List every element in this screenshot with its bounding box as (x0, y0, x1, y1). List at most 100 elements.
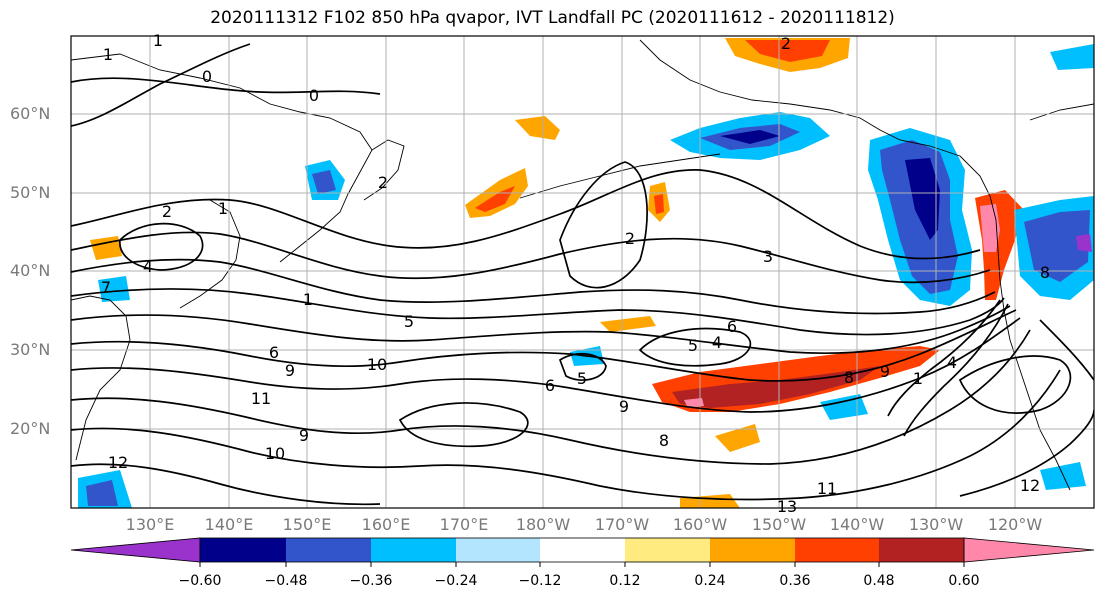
contour-4-jet (71, 258, 996, 315)
anomaly-patch-japan (98, 276, 130, 302)
colorbar-label: 0.36 (779, 573, 811, 589)
contour-coastal-jet-b (903, 303, 1009, 437)
contour-label: 5 (577, 369, 587, 388)
colorbar-swatch (540, 538, 625, 562)
colorbar (70, 537, 1095, 567)
colorbar-label: 0.12 (609, 573, 641, 589)
contour-label: 4 (143, 257, 153, 276)
contour-label: 0 (309, 86, 319, 105)
anomaly-patch-northeast (1050, 44, 1094, 70)
anomaly-patch-central-core (654, 194, 664, 214)
colorbar-swatch (625, 538, 710, 562)
contour-label: 11 (251, 389, 271, 408)
anomaly-patch-north-pacific-high-core (745, 40, 830, 62)
contour-label: 5 (404, 312, 414, 331)
contour-label: 2 (781, 34, 791, 53)
lon-label-130w: 130°W (908, 515, 964, 534)
lon-label-170e: 170°E (439, 515, 489, 534)
lon-label-160e: 160°E (361, 515, 411, 534)
colorbar-swatch (879, 538, 964, 562)
colorbar-extend-low (70, 537, 201, 563)
lat-label-50n: 50°N (10, 183, 51, 202)
contour-label: 1 (103, 45, 113, 64)
contour-label: 10 (367, 355, 387, 374)
coastline-japan (179, 199, 241, 309)
contour-label: 6 (727, 317, 737, 336)
colorbar-swatch (286, 538, 371, 562)
contour-2-jet-upper (71, 169, 981, 260)
lon-label-130e: 130°E (125, 515, 175, 534)
contour-label: 7 (101, 278, 111, 297)
contour-coastal-jet-a (887, 299, 1001, 417)
contour-label: 4 (947, 353, 957, 372)
colorbar-label: 0.24 (694, 573, 726, 589)
anomaly-patch-interior-core (1024, 210, 1090, 282)
contour-label: 1 (218, 199, 228, 218)
colorbar-label: −0.12 (518, 573, 562, 589)
colorbar-frame (199, 537, 965, 563)
contour-8-jet (71, 309, 1017, 382)
contour-label: 8 (659, 431, 669, 450)
contour-9-jet (71, 317, 1021, 413)
contour-label: 8 (844, 368, 854, 387)
anomaly-patch-tropics-east (820, 394, 868, 420)
contour-label: 6 (545, 376, 555, 395)
lat-label-30n: 30°N (10, 340, 51, 359)
contour-3-jet (71, 231, 991, 284)
contour-label-layer: 1 1 0 0 2 1 2 4 7 1 5 6 9 11 10 12 10 9 … (101, 31, 1050, 516)
contour-11-south (71, 369, 1061, 501)
contour-label: 0 (202, 67, 212, 86)
contour-closed-mid (638, 327, 752, 367)
contour-label: 9 (285, 361, 295, 380)
contour-east-loop (1039, 319, 1094, 381)
anomaly-patch-subtropical-core (672, 366, 880, 408)
anomaly-patch-alaska-deep (720, 130, 780, 144)
contour-label: 1 (303, 290, 313, 309)
lon-label-180w: 180°W (515, 515, 571, 534)
lat-label-60n: 60°N (10, 104, 51, 123)
colorbar-extend-high (963, 537, 1095, 563)
contour-0-north (71, 77, 381, 95)
lon-label-140w: 140°W (829, 515, 885, 534)
contour-label: 12 (108, 453, 128, 472)
anomaly-patch-gulf-deep (905, 158, 940, 240)
colorbar-swatch (456, 538, 540, 562)
contour-label: 8 (1040, 263, 1050, 282)
lon-label-170w: 170°W (594, 515, 650, 534)
anomaly-patch-subtropical-pink (684, 398, 704, 408)
contour-closed-nw (119, 222, 204, 271)
anomaly-patch-midlat (600, 316, 656, 332)
lat-label-40n: 40°N (10, 261, 51, 280)
contour-2-ridge (559, 161, 648, 289)
colorbar-swatch (795, 538, 879, 562)
plot-frame (70, 35, 1095, 509)
colorbar-label: −0.60 (178, 573, 222, 589)
colorbar-label: −0.24 (434, 573, 478, 589)
contour-closed-east (958, 355, 1072, 414)
colorbar-label: 0.60 (948, 573, 980, 589)
contour-12-south (71, 463, 381, 506)
coastline-china (71, 295, 131, 461)
contour-12-east (959, 409, 1094, 497)
contour-label: 12 (1020, 476, 1040, 495)
anomaly-patch-aleutian (515, 116, 560, 140)
colorbar-label: −0.36 (349, 573, 393, 589)
contour-closed-west (398, 402, 529, 448)
coastline-kamchatka (363, 139, 405, 201)
colorbar-swatch (710, 538, 795, 562)
colorbar-label: −0.48 (264, 573, 308, 589)
anomaly-patch-hawaii (715, 424, 760, 452)
contour-label: 11 (817, 479, 837, 498)
lon-label-150w: 150°W (751, 515, 807, 534)
contour-label: 4 (712, 333, 722, 352)
anomaly-patch-interior-purple (1076, 234, 1092, 252)
ivt-contours (71, 43, 1094, 506)
contour-label: 9 (299, 426, 309, 445)
contour-label: 1 (153, 31, 163, 50)
contour-label: 9 (619, 397, 629, 416)
contour-label: 13 (777, 497, 797, 516)
contour-1-west (71, 43, 251, 127)
colorbar-swatch (200, 538, 286, 562)
contour-label: 2 (162, 202, 172, 221)
